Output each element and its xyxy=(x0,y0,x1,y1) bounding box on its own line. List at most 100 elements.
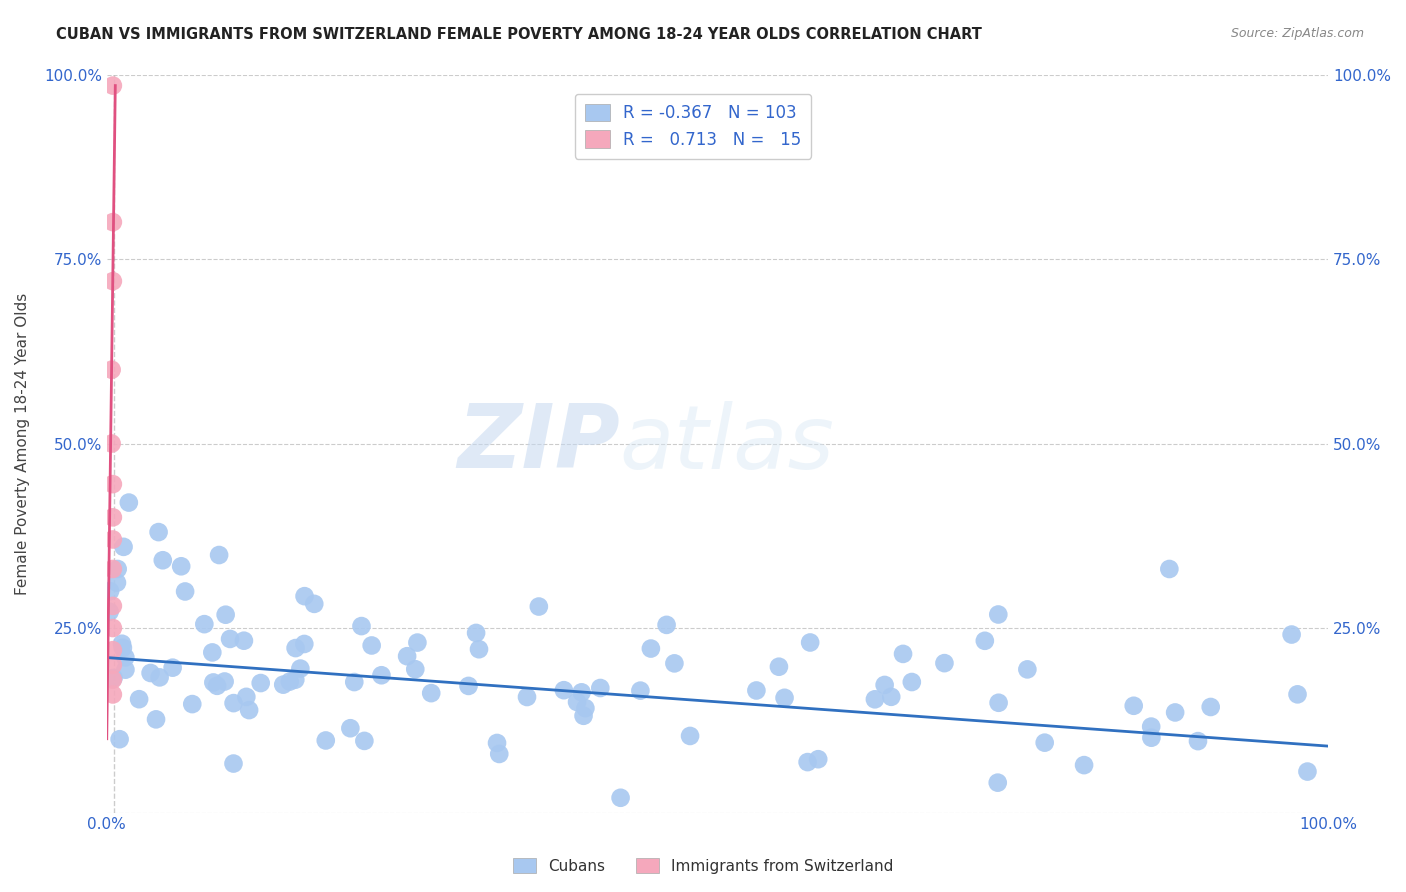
Point xyxy=(799,635,821,649)
Point xyxy=(271,678,294,692)
Point xyxy=(222,756,245,771)
Point xyxy=(118,495,141,509)
Point xyxy=(181,697,204,711)
Point xyxy=(232,633,254,648)
Point xyxy=(339,721,361,735)
Point xyxy=(139,665,162,680)
Point xyxy=(114,663,136,677)
Legend: R = -0.367   N = 103, R =   0.713   N =   15: R = -0.367 N = 103, R = 0.713 N = 15 xyxy=(575,94,811,159)
Point xyxy=(457,679,479,693)
Point xyxy=(114,650,136,665)
Point xyxy=(315,733,337,747)
Point xyxy=(148,525,170,540)
Point xyxy=(565,695,588,709)
Point xyxy=(1140,731,1163,745)
Point xyxy=(745,683,768,698)
Point xyxy=(235,690,257,704)
Point xyxy=(98,605,121,619)
Point xyxy=(201,645,224,659)
Point xyxy=(1187,734,1209,748)
Point xyxy=(128,692,150,706)
Point xyxy=(202,675,225,690)
Point xyxy=(1033,736,1056,750)
Point xyxy=(149,670,172,684)
Point xyxy=(208,548,231,562)
Y-axis label: Female Poverty Among 18-24 Year Olds: Female Poverty Among 18-24 Year Olds xyxy=(15,293,30,595)
Point xyxy=(101,510,124,524)
Point xyxy=(488,747,510,761)
Point xyxy=(987,696,1010,710)
Point xyxy=(294,589,316,603)
Point xyxy=(1199,700,1222,714)
Point xyxy=(574,701,596,715)
Point xyxy=(103,671,125,685)
Point xyxy=(292,637,315,651)
Point xyxy=(101,477,124,491)
Point xyxy=(170,559,193,574)
Point xyxy=(101,274,124,288)
Point xyxy=(98,584,121,599)
Point xyxy=(353,734,375,748)
Point xyxy=(284,641,307,656)
Point xyxy=(1140,720,1163,734)
Legend: Cubans, Immigrants from Switzerland: Cubans, Immigrants from Switzerland xyxy=(506,852,900,880)
Point xyxy=(111,637,134,651)
Point xyxy=(162,661,184,675)
Point xyxy=(420,686,443,700)
Point xyxy=(571,685,593,699)
Point xyxy=(214,607,236,622)
Point xyxy=(101,643,124,657)
Point xyxy=(1017,662,1039,676)
Point xyxy=(100,362,122,376)
Point xyxy=(222,696,245,710)
Point xyxy=(1073,758,1095,772)
Point xyxy=(112,540,135,554)
Point xyxy=(768,659,790,673)
Point xyxy=(1281,627,1303,641)
Point xyxy=(589,681,612,695)
Point xyxy=(101,562,124,576)
Point xyxy=(101,215,124,229)
Text: ZIP: ZIP xyxy=(457,400,620,487)
Point xyxy=(174,584,197,599)
Point xyxy=(1122,698,1144,713)
Point xyxy=(343,675,366,690)
Point xyxy=(101,657,124,672)
Point xyxy=(350,619,373,633)
Point xyxy=(406,635,429,649)
Point xyxy=(101,688,124,702)
Point xyxy=(101,78,124,93)
Point xyxy=(304,597,326,611)
Point xyxy=(664,657,686,671)
Point xyxy=(987,607,1010,622)
Point xyxy=(863,692,886,706)
Point xyxy=(205,679,228,693)
Point xyxy=(468,642,491,657)
Point xyxy=(396,649,419,664)
Point xyxy=(901,675,924,690)
Point xyxy=(284,673,307,687)
Point xyxy=(108,732,131,747)
Point xyxy=(465,626,488,640)
Point xyxy=(105,575,128,590)
Point xyxy=(404,662,426,676)
Point xyxy=(249,676,271,690)
Point xyxy=(873,678,896,692)
Point xyxy=(640,641,662,656)
Point xyxy=(1164,706,1187,720)
Point xyxy=(609,790,631,805)
Point xyxy=(1159,562,1181,576)
Point xyxy=(572,708,595,723)
Point xyxy=(880,690,903,704)
Point xyxy=(796,755,818,769)
Point xyxy=(145,712,167,726)
Text: CUBAN VS IMMIGRANTS FROM SWITZERLAND FEMALE POVERTY AMONG 18-24 YEAR OLDS CORREL: CUBAN VS IMMIGRANTS FROM SWITZERLAND FEM… xyxy=(56,27,983,42)
Point xyxy=(100,436,122,450)
Point xyxy=(360,639,382,653)
Point xyxy=(1296,764,1319,779)
Point xyxy=(101,533,124,547)
Text: Source: ZipAtlas.com: Source: ZipAtlas.com xyxy=(1230,27,1364,40)
Point xyxy=(973,633,995,648)
Point xyxy=(101,621,124,635)
Point xyxy=(278,674,301,689)
